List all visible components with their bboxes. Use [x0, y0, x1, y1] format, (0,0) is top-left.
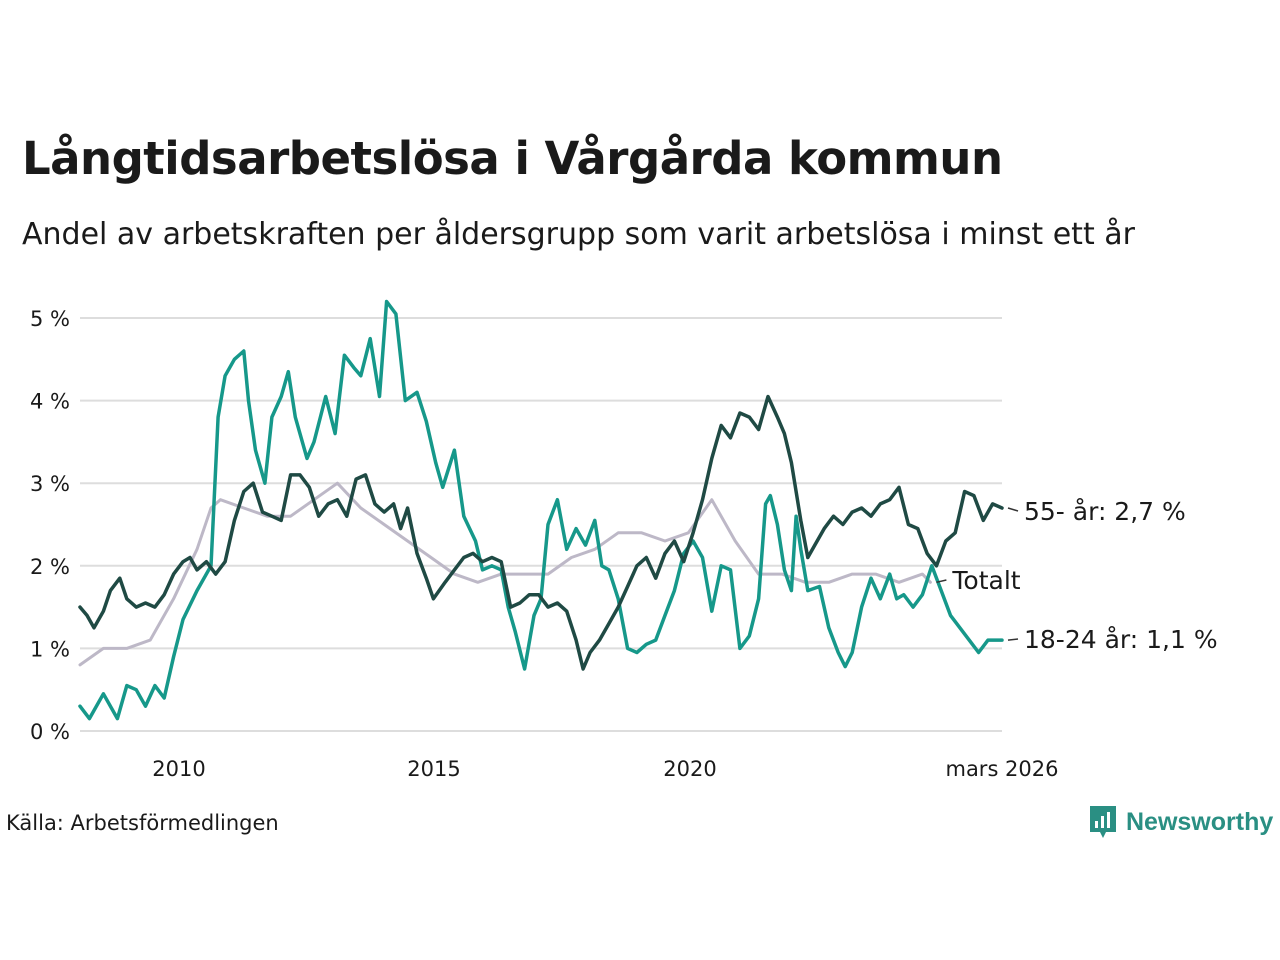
line-chart: 0 % 1 % 2 % 3 % 4 % 5 % 2010 2015 2020 mars 2026… [30, 299, 1218, 781]
x-tick-label: mars 2026 [945, 757, 1058, 781]
series-end-labels: Totalt 18-24 år: 1,1 % 55- år: 2,7 % [936, 497, 1218, 654]
series-line-2 [78, 394, 1004, 671]
x-axis: 2010 2015 2020 mars 2026 [152, 757, 1058, 781]
newsworthy-logo[interactable]: Newsworthy [1088, 804, 1273, 840]
y-tick-label: 2 % [30, 555, 70, 579]
x-tick-label: 2015 [407, 757, 460, 781]
x-tick-label: 2010 [152, 757, 205, 781]
grid-lines [80, 317, 1002, 732]
x-tick-label: 2020 [663, 757, 716, 781]
chart-title: Långtidsarbetslösa i Vårgårda kommun [22, 132, 1003, 185]
series-end-label-2: 55- år: 2,7 % [1024, 497, 1186, 526]
y-tick-label: 3 % [30, 472, 70, 496]
y-tick-label: 4 % [30, 390, 70, 414]
series-lines [78, 299, 1004, 721]
series-end-label-1: 18-24 år: 1,1 % [1024, 625, 1218, 654]
label-connector-0 [936, 579, 947, 584]
y-tick-label: 0 % [30, 720, 70, 744]
newsworthy-logo-icon [1090, 806, 1116, 838]
brand-name: Newsworthy [1126, 807, 1274, 836]
y-tick-label: 1 % [30, 637, 70, 661]
source-note: Källa: Arbetsförmedlingen [6, 811, 279, 835]
chart-subtitle: Andel av arbetskraften per åldersgrupp s… [22, 217, 1135, 252]
label-connector-1 [1007, 638, 1019, 641]
y-axis: 0 % 1 % 2 % 3 % 4 % 5 % [30, 307, 70, 744]
series-line-1 [78, 299, 1004, 721]
series-end-label-0: Totalt [951, 566, 1020, 595]
label-connector-2 [1007, 507, 1019, 512]
y-tick-label: 5 % [30, 307, 70, 331]
